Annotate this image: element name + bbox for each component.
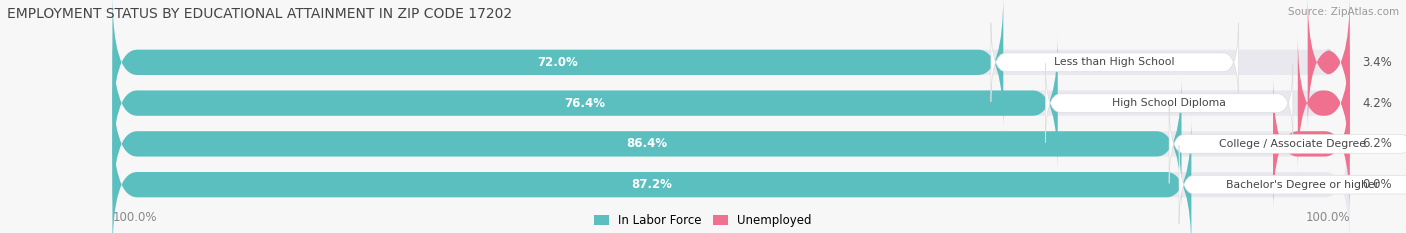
Text: 6.2%: 6.2%	[1362, 137, 1392, 150]
FancyBboxPatch shape	[1298, 34, 1350, 172]
Text: 0.0%: 0.0%	[1362, 178, 1392, 191]
Text: 87.2%: 87.2%	[631, 178, 672, 191]
Legend: In Labor Force, Unemployed: In Labor Force, Unemployed	[595, 214, 811, 227]
Text: Less than High School: Less than High School	[1054, 57, 1175, 67]
FancyBboxPatch shape	[1046, 64, 1294, 143]
Text: 100.0%: 100.0%	[1305, 211, 1350, 224]
FancyBboxPatch shape	[1170, 104, 1406, 183]
FancyBboxPatch shape	[112, 116, 1350, 233]
FancyBboxPatch shape	[112, 75, 1181, 213]
Text: College / Associate Degree: College / Associate Degree	[1219, 139, 1367, 149]
FancyBboxPatch shape	[112, 34, 1057, 172]
FancyBboxPatch shape	[112, 0, 1350, 131]
Text: EMPLOYMENT STATUS BY EDUCATIONAL ATTAINMENT IN ZIP CODE 17202: EMPLOYMENT STATUS BY EDUCATIONAL ATTAINM…	[7, 7, 512, 21]
Text: 86.4%: 86.4%	[627, 137, 668, 150]
FancyBboxPatch shape	[1272, 75, 1350, 213]
Text: Source: ZipAtlas.com: Source: ZipAtlas.com	[1288, 7, 1399, 17]
FancyBboxPatch shape	[112, 116, 1191, 233]
FancyBboxPatch shape	[991, 23, 1239, 102]
FancyBboxPatch shape	[112, 75, 1350, 213]
FancyBboxPatch shape	[1180, 145, 1406, 224]
Text: 100.0%: 100.0%	[112, 211, 157, 224]
Text: Bachelor's Degree or higher: Bachelor's Degree or higher	[1226, 180, 1379, 190]
Text: High School Diploma: High School Diploma	[1112, 98, 1226, 108]
Text: 72.0%: 72.0%	[537, 56, 578, 69]
FancyBboxPatch shape	[112, 0, 1004, 131]
FancyBboxPatch shape	[1308, 0, 1350, 131]
FancyBboxPatch shape	[112, 34, 1350, 172]
Text: 4.2%: 4.2%	[1362, 97, 1392, 110]
Text: 76.4%: 76.4%	[565, 97, 606, 110]
Text: 3.4%: 3.4%	[1362, 56, 1392, 69]
